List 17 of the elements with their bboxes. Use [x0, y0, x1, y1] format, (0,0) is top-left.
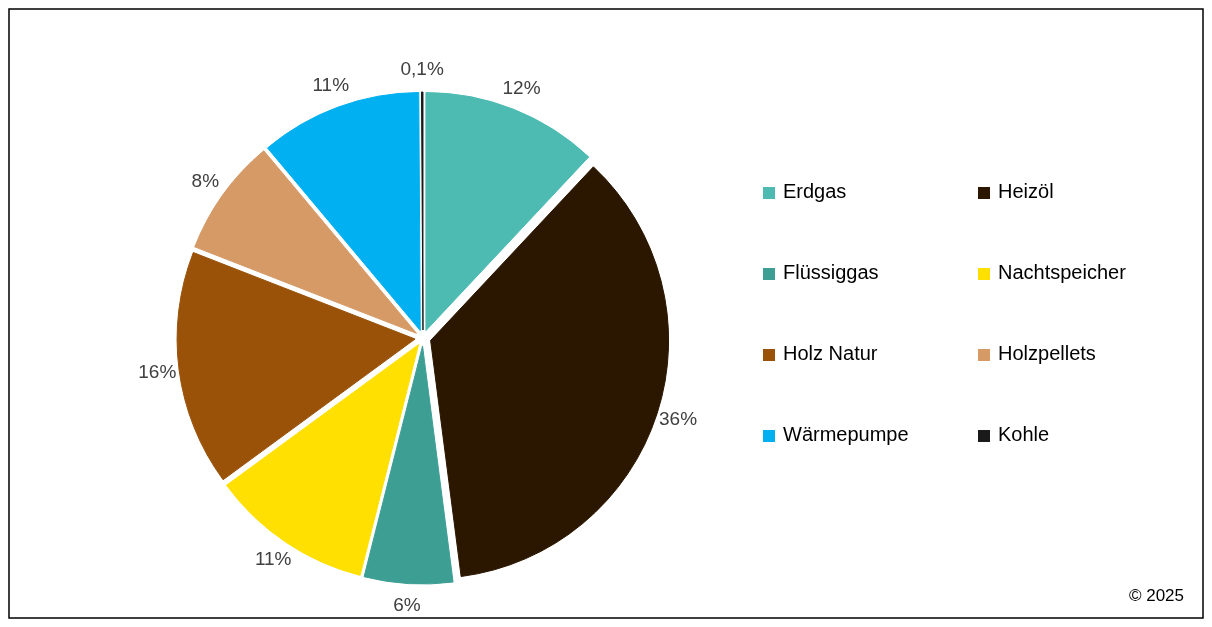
- legend-label: Erdgas: [783, 180, 847, 203]
- data-label: 36%: [659, 408, 698, 430]
- legend-label: Kohle: [998, 423, 1050, 446]
- data-label: 11%: [254, 548, 292, 570]
- text: © 2025: [1128, 586, 1184, 605]
- legend-label: Flüssiggas: [783, 261, 879, 284]
- data-label: 6%: [393, 593, 421, 615]
- legend-label: Heizöl: [998, 180, 1054, 203]
- legend-label: Holz Natur: [783, 342, 878, 365]
- legend-label: Nachtspeicher: [998, 261, 1127, 284]
- data-label: 16%: [138, 360, 177, 382]
- data-label: 8%: [191, 169, 220, 191]
- legend-label: Holzpellets: [998, 342, 1096, 365]
- legend-label: Wärmepumpe: [783, 423, 909, 446]
- data-label: 0,1%: [400, 58, 444, 80]
- data-label: 11%: [312, 74, 350, 96]
- data-label: 12%: [502, 76, 541, 98]
